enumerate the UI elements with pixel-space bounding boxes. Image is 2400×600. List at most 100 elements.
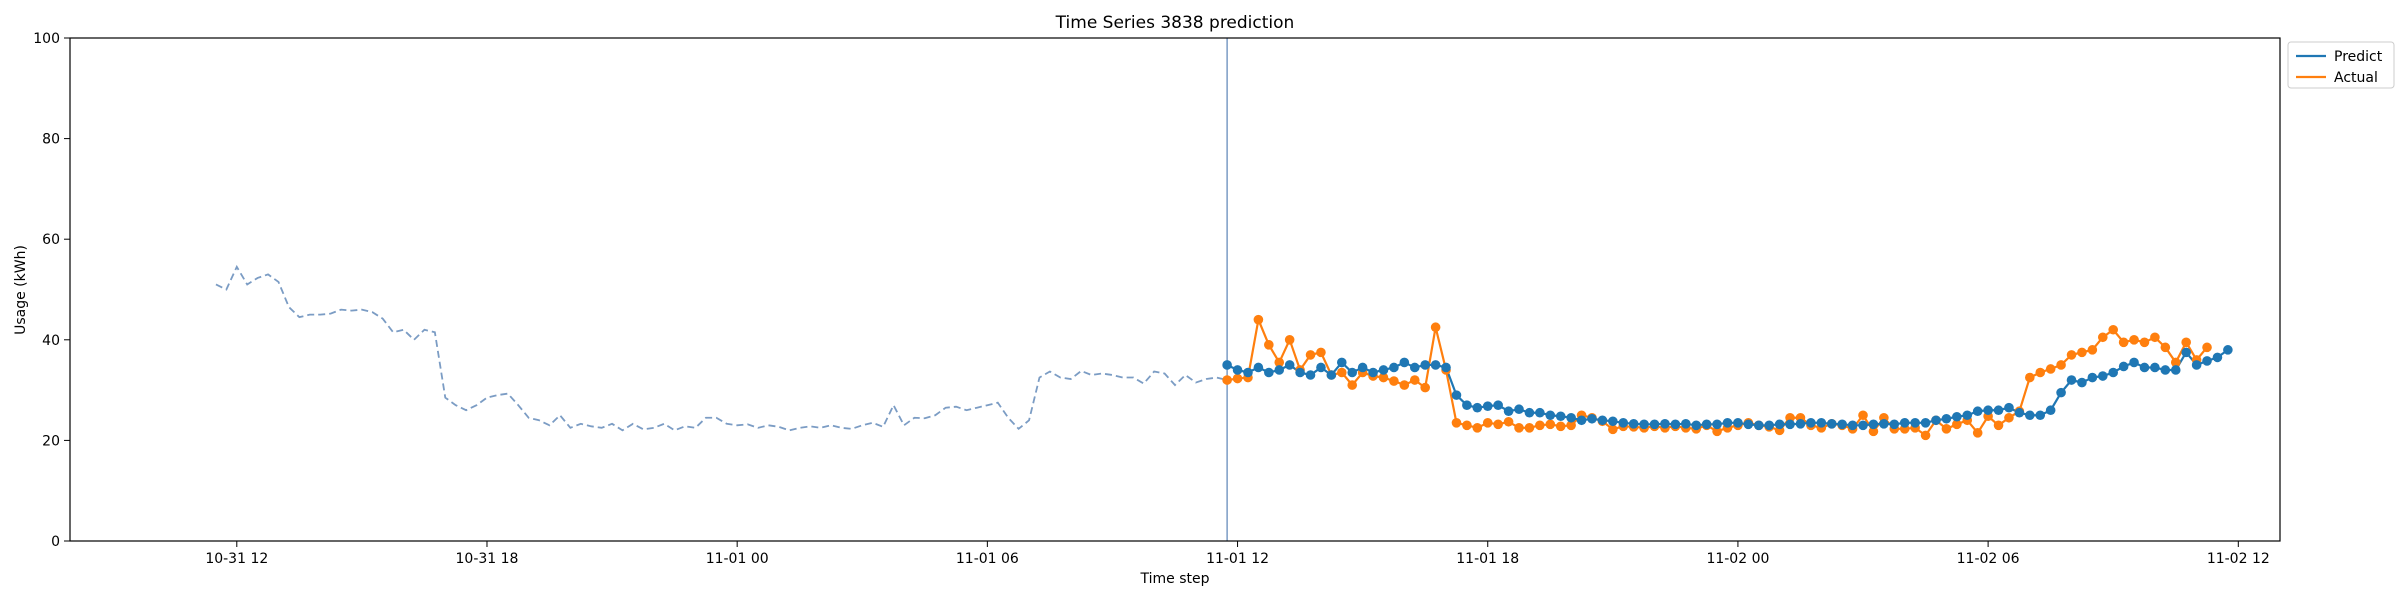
actual-point [1514,423,1524,433]
predict-point [2160,365,2171,375]
predict-point [1691,420,1702,431]
actual-point [2170,357,2181,368]
predict-point [1462,400,1472,410]
actual-point [1274,357,1285,368]
predict-point [1952,411,1962,422]
actual-point [1399,380,1410,390]
predict-point [2139,362,2150,373]
chart-title: Time Series 3838 prediction [1055,13,1295,33]
y-tick-label: 80 [42,132,60,148]
x-tick-label: 11-02 12 [2207,551,2270,567]
actual-point [2181,337,2191,348]
predict-point [1847,420,1858,431]
predict-point [1608,416,1618,427]
predict-point [1326,370,1337,380]
actual-point [1430,322,1441,333]
predict-point [2202,356,2212,366]
actual-point [1952,419,1962,430]
predict-point [1295,367,1305,378]
predict-point [1910,417,1920,428]
predict-point [1618,417,1629,428]
predict-point [1993,405,2004,416]
predict-point [1879,419,1889,429]
x-tick-label: 10-31 12 [205,551,268,567]
predict-point [2035,410,2046,421]
x-tick-label: 10-31 18 [456,551,519,567]
predict-point [1566,412,1576,423]
predict-point [2045,405,2056,416]
plot-area [70,38,2280,541]
predict-point [1753,420,1764,431]
actual-point [2150,332,2160,343]
predict-point [1962,410,1973,421]
predict-point [1253,362,1264,373]
actual-point [1545,419,1556,430]
y-tick-label: 40 [42,333,60,349]
y-axis-title: Usage (kWh) [13,245,29,335]
plot-frame [69,37,2281,542]
predict-point [2223,345,2233,355]
predict-point [2150,362,2160,373]
predict-point [1931,415,1941,426]
predict-point [2181,347,2191,358]
predict-point [2004,402,2014,413]
actual-point [1347,380,1358,390]
predict-point [1722,417,1733,428]
y-tick-label: 20 [42,433,60,449]
actual-point [1409,375,1420,385]
actual-point [1535,420,1545,431]
predict-point [2097,371,2108,381]
predict-point [1670,419,1681,430]
actual-point [1858,410,1868,421]
predict-point [2025,410,2035,421]
actual-point [1389,376,1399,386]
series-layer [1222,314,2233,441]
x-tick-label: 11-01 00 [706,551,769,567]
predict-point [1889,419,1900,430]
predict-point [1441,362,1451,373]
predict-point [1555,411,1566,422]
predict-point [1649,419,1660,430]
predict-point [1316,362,1326,373]
legend-label-predict: Predict [2334,49,2383,65]
actual-point [1524,423,1535,433]
actual-point [1462,420,1472,431]
legend-label-actual: Actual [2334,70,2378,86]
actual-point [1993,420,2004,431]
predict-point [1785,419,1795,430]
predict-point [1899,417,1910,428]
predict-point [1472,402,1483,413]
predict-point [1837,419,1847,430]
actual-point [1451,417,1462,428]
actual-point [1566,420,1576,431]
predict-point [1378,365,1389,375]
actual-point [2108,324,2119,335]
predict-point [1514,404,1524,415]
predict-point [1420,360,1430,370]
predict-point [1274,365,1285,375]
y-tick-label: 60 [42,232,60,248]
actual-point [1972,428,1983,438]
actual-point [1941,424,1952,434]
predict-point [2170,365,2181,375]
predict-point [1503,406,1514,417]
predict-point [2118,361,2129,372]
actual-point [2160,342,2171,353]
x-axis-title: Time step [1140,571,1210,587]
predict-point [1806,417,1816,428]
predict-point [1681,419,1691,429]
predict-point [1482,401,1493,411]
predict-point [1795,419,1806,429]
predict-point [1430,360,1441,370]
history-layer [215,264,1228,432]
actual-point [2097,332,2108,343]
actual-point [1305,350,1316,360]
predict-point [2108,367,2119,378]
actual-point [1868,426,1879,437]
x-axis: 10-31 12 10-31 18 11-01 00 11-01 06 11-01 12… [205,541,2270,567]
actual-point [1555,421,1566,432]
predict-point [1743,419,1754,430]
x-tick-label: 11-02 06 [1957,551,2020,567]
actual-point [2077,347,2087,358]
